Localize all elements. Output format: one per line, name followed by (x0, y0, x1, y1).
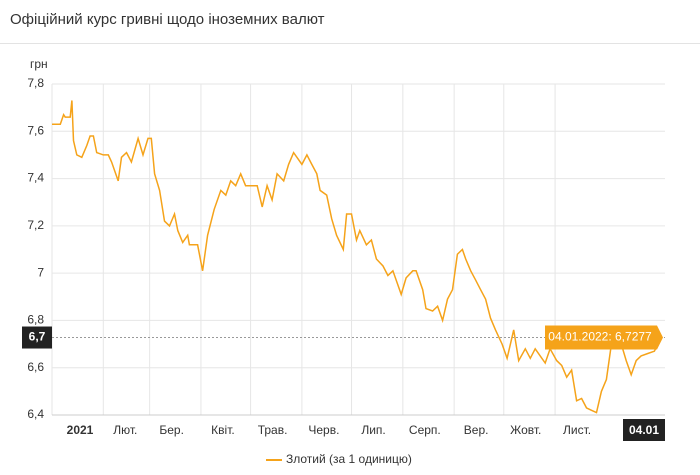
chart: грн 6,4 6,6 6,8 7 7,2 7,4 7,6 7,8 2021 Лют. Бер. Кв… (22, 57, 665, 466)
y-tick-label: 7,6 (27, 123, 44, 137)
y-tick-label: 6,8 (27, 313, 44, 327)
legend-label: Злотий (за 1 одиницю) (286, 452, 412, 466)
line-series (52, 100, 662, 414)
x-tick-label: Черв. (308, 423, 339, 437)
y-tick-label: 6,6 (27, 360, 44, 374)
x-tick-label: Трав. (258, 423, 288, 437)
y-tick-label: 7,8 (27, 76, 44, 90)
x-tick-label: Вер. (464, 423, 489, 437)
x-tick-label: Квіт. (211, 423, 235, 437)
y-tick-label: 6,4 (27, 407, 44, 421)
y-crosshair-label: 6,7 (29, 330, 46, 344)
x-tick-label: Лют. (113, 423, 137, 437)
x-tick-label: 2021 (67, 423, 94, 437)
y-tick-label: 7,2 (27, 218, 44, 232)
y-crosshair-box (22, 326, 52, 349)
x-tick-label: Бер. (159, 423, 184, 437)
tooltip-box (545, 325, 663, 350)
x-tick-label: Лист. (563, 423, 591, 437)
x-tick-label: Жовт. (510, 423, 541, 437)
y-tick-label: 7,4 (27, 171, 44, 185)
x-tick-label: Серп. (409, 423, 441, 437)
header-title: Офіційний курс гривні щодо іноземних вал… (0, 0, 700, 44)
x-crosshair-box (623, 419, 665, 441)
x-tick-label: 04.01 (629, 423, 659, 437)
y-axis-label: грн (30, 57, 48, 71)
tooltip-label: 04.01.2022: 6,7277 (548, 330, 652, 344)
y-tick-label: 7 (37, 265, 44, 279)
x-tick-label: Лип. (361, 423, 385, 437)
